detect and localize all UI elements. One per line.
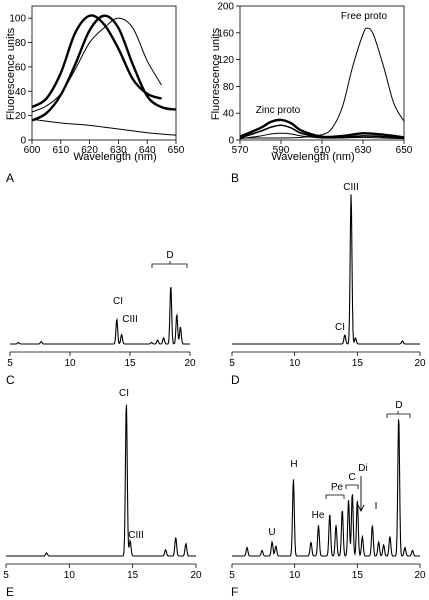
brace-c — [345, 484, 359, 489]
x-tick-label: 10 — [289, 358, 301, 369]
peak-label-pe: Pe — [331, 482, 344, 493]
x-tick-label: 10 — [289, 570, 301, 581]
spectrum-curve — [239, 124, 405, 139]
spectrum-curve — [239, 132, 405, 140]
x-tick-label: 630 — [110, 145, 127, 156]
panel-a: 600 610 620 630 640 650 0 20 40 60 80 100 Fluoresce… — [5, 5, 185, 185]
peak-label-ci: CI — [119, 388, 129, 399]
peak-label-he: He — [312, 510, 325, 521]
peak-label-d: D — [166, 250, 173, 261]
x-tick-label: 15 — [124, 358, 136, 369]
x-tick-label: 20 — [184, 358, 196, 369]
spectrum-curve — [31, 118, 177, 136]
zinc-proto-label: Zinc proto — [256, 105, 301, 116]
y-tick-label: 80 — [223, 82, 235, 93]
peak-label-i: I — [375, 501, 378, 512]
panel-e-plot: 5 10 15 20 — [3, 404, 202, 581]
brace-d — [151, 261, 188, 268]
y-tick-label: 80 — [15, 38, 27, 49]
x-tick-label: 5 — [229, 358, 235, 369]
peak-label-di: Di — [358, 463, 367, 474]
panel-b-plot: 570 590 610 630 650 0 40 80 120 160 200 — [217, 2, 412, 157]
x-tick-label: 650 — [396, 145, 413, 156]
spectrum-curve — [31, 17, 163, 113]
spectrum-curve — [239, 27, 405, 139]
panel-b: 570 590 610 630 650 0 40 80 120 160 200 Fluorescen… — [210, 2, 413, 186]
x-tick-label: 20 — [414, 570, 426, 581]
panel-f-plot: 5 10 15 20 — [229, 419, 426, 581]
x-tick-label: 600 — [24, 145, 41, 156]
y-tick-label: 0 — [20, 136, 26, 147]
y-tick-label: 120 — [217, 55, 234, 66]
panel-d-plot: 5 10 15 20 — [229, 194, 426, 369]
panel-d-letter: D — [231, 373, 240, 387]
di-arrow — [357, 476, 365, 513]
panel-e: 5 10 15 20 E CI CIII — [3, 388, 202, 599]
free-proto-label: Free proto — [341, 11, 388, 22]
x-tick-label: 15 — [127, 570, 139, 581]
x-tick-label: 10 — [64, 570, 76, 581]
panel-c: 5 10 15 20 C CI CIII D — [6, 250, 196, 387]
y-tick-label: 60 — [15, 62, 27, 73]
spectrum-curve — [239, 118, 405, 139]
panel-b-ylabel: Fluorescence units — [210, 27, 222, 120]
panel-d: 5 10 15 20 D CIII CI — [229, 182, 426, 387]
peak-label-d: D — [395, 400, 402, 411]
chromatogram-trace — [6, 404, 196, 557]
panel-a-ylabel: Fluorescence units — [5, 27, 17, 120]
x-tick-label: 5 — [3, 570, 9, 581]
peak-label-ciii: CIII — [128, 530, 144, 541]
panel-b-letter: B — [231, 171, 239, 185]
peak-label-ci: CI — [113, 296, 123, 307]
panel-a-plot: 600 610 620 630 640 650 0 20 40 60 80 100 — [9, 5, 185, 156]
peak-label-ci: CI — [335, 322, 345, 333]
y-tick-label: 160 — [217, 28, 234, 39]
peak-label-ciii: CIII — [343, 182, 359, 193]
peak-label-ciii: CIII — [122, 314, 138, 325]
y-tick-label: 40 — [15, 87, 27, 98]
peak-label-u: U — [268, 527, 275, 538]
panel-f-letter: F — [231, 585, 238, 599]
y-tick-label: 20 — [15, 111, 27, 122]
x-tick-label: 570 — [232, 145, 249, 156]
chromatogram-trace — [10, 286, 190, 345]
x-tick-label: 5 — [7, 358, 13, 369]
spectrum-curve — [31, 14, 177, 122]
panel-f: 5 10 15 20 F D H Di C Pe He I U — [229, 400, 426, 599]
x-tick-label: 15 — [352, 570, 364, 581]
y-tick-label: 200 — [217, 2, 234, 13]
x-tick-label: 20 — [190, 570, 202, 581]
peak-label-h: H — [290, 459, 297, 470]
peak-label-c: C — [348, 472, 355, 483]
panel-b-xlabel: Wavelength (nm) — [271, 151, 354, 163]
chromatogram-trace — [232, 419, 420, 557]
brace-pe — [325, 494, 345, 499]
panel-a-xlabel: Wavelength (nm) — [73, 151, 156, 163]
x-tick-label: 640 — [139, 145, 156, 156]
chromatogram-trace — [232, 194, 420, 345]
panel-c-plot: 5 10 15 20 — [7, 286, 196, 369]
x-tick-label: 15 — [352, 358, 364, 369]
x-tick-label: 620 — [81, 145, 98, 156]
y-tick-label: 100 — [9, 14, 26, 25]
brace-d — [386, 411, 411, 418]
x-tick-label: 20 — [414, 358, 426, 369]
x-tick-label: 630 — [355, 145, 372, 156]
x-tick-label: 10 — [64, 358, 76, 369]
y-tick-label: 0 — [228, 136, 234, 147]
x-tick-label: 590 — [273, 145, 290, 156]
panel-a-letter: A — [6, 171, 14, 185]
x-tick-label: 610 — [52, 145, 69, 156]
x-tick-label: 5 — [229, 570, 235, 581]
x-tick-label: 650 — [168, 145, 185, 156]
x-tick-label: 610 — [314, 145, 331, 156]
y-tick-label: 40 — [223, 109, 235, 120]
spectrum-curve — [31, 14, 162, 109]
panel-c-letter: C — [6, 373, 15, 387]
plot-frame — [239, 5, 405, 141]
plot-frame — [31, 5, 177, 141]
panel-e-letter: E — [6, 585, 14, 599]
